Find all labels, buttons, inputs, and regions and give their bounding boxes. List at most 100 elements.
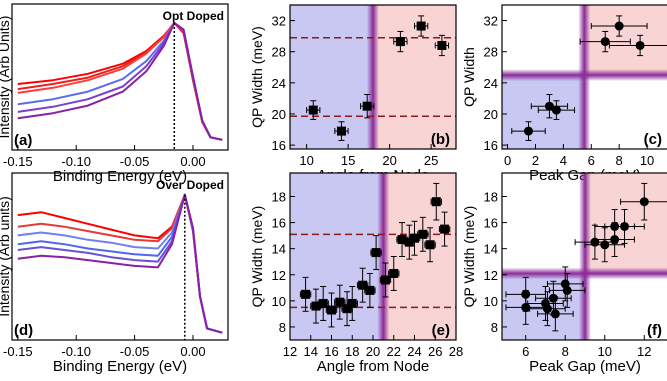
x-tick-label: 10 — [299, 153, 313, 168]
data-point — [562, 285, 572, 295]
data-point — [600, 240, 610, 250]
spectra — [17, 193, 223, 334]
y-tick-label: 12 — [272, 268, 286, 283]
x-tick-label: -0.10 — [61, 344, 91, 359]
y-tick-label: 16 — [272, 216, 286, 231]
y-tick-label: 32 — [484, 14, 498, 29]
x-tick-label: -0.05 — [120, 154, 150, 169]
region-shading — [502, 173, 667, 340]
y-tick-label: 8 — [491, 320, 498, 335]
data-point — [389, 268, 399, 278]
data-point — [544, 101, 554, 111]
panel-title: Over Doped — [156, 178, 224, 192]
plot-frame — [501, 4, 667, 150]
spectrum-line — [17, 193, 223, 334]
x-tick-label: 4 — [560, 153, 567, 168]
y-tick-label: 20 — [484, 107, 498, 122]
y-axis-label: QP Width — [461, 47, 477, 107]
x-tick-label: 20 — [366, 344, 380, 359]
panel-letter: (f) — [647, 322, 662, 339]
x-tick-label: 12 — [637, 344, 651, 359]
plot-frame — [11, 3, 229, 151]
y-axis-label: Intensity (Arb Units) — [0, 16, 12, 139]
y-tick-label: 24 — [484, 76, 498, 91]
y-tick-label: 10 — [484, 294, 498, 309]
data-point — [410, 233, 419, 243]
data-point — [620, 221, 630, 231]
spectra — [17, 22, 223, 141]
y-tick-label: 14 — [484, 242, 498, 257]
data-point — [395, 37, 405, 47]
y-tick-label: 8 — [279, 320, 286, 335]
y-tick-label: 28 — [484, 45, 498, 60]
y-tick-label: 28 — [272, 45, 286, 60]
panel-letter: (b) — [431, 131, 450, 148]
data-point — [614, 21, 624, 31]
data-point — [335, 297, 345, 307]
panel-e: 8 10 12 14 16 18 12 14 16 18 20 22 24 26 28 Angle from … — [249, 172, 463, 375]
x-tick-label: 26 — [428, 344, 442, 359]
x-tick-label: 22 — [387, 344, 401, 359]
blue-region — [290, 5, 373, 149]
data-point — [437, 40, 447, 50]
data-point — [397, 235, 407, 245]
plot-frame — [11, 172, 229, 341]
panel-letter: (c) — [644, 131, 662, 148]
data-point — [542, 304, 552, 314]
spectrum-line — [17, 22, 223, 141]
x-axis-label: Binding Energy (eV) — [53, 358, 187, 375]
data-point — [318, 298, 328, 308]
y-axis-label: QP Width (meV) — [461, 206, 477, 308]
data-point — [600, 37, 610, 47]
y-tick-label: 10 — [272, 294, 286, 309]
y-axis-label: QP Width (meV) — [249, 26, 265, 128]
panel-letter: (e) — [432, 322, 450, 339]
data-point — [308, 105, 318, 115]
y-tick-label: 32 — [272, 14, 286, 29]
red-region — [584, 5, 667, 76]
x-tick-label: -0.10 — [61, 154, 91, 169]
y-tick-label: 14 — [272, 242, 286, 257]
x-tick-label: 28 — [449, 344, 463, 359]
data-point — [635, 40, 645, 50]
spectrum-line — [17, 22, 223, 141]
y-tick-label: 18 — [484, 189, 498, 204]
x-tick-label: 0.00 — [180, 154, 205, 169]
plot-frame — [289, 4, 457, 150]
x-tick-label: -0.15 — [3, 344, 33, 359]
x-tick-label: 10 — [598, 344, 612, 359]
x-tick-label: 0 — [504, 153, 511, 168]
data-point — [431, 197, 441, 207]
data-point — [524, 126, 534, 136]
data-points — [299, 182, 451, 328]
data-points — [505, 182, 667, 332]
data-point — [311, 301, 321, 311]
y-tick-label: 16 — [272, 138, 286, 153]
vertical-divider-band — [377, 173, 390, 340]
data-point — [342, 304, 352, 314]
y-tick-label: 20 — [272, 107, 286, 122]
region-shading — [290, 173, 456, 340]
blue-region — [502, 75, 585, 149]
data-point — [418, 229, 428, 239]
data-point — [301, 289, 311, 299]
vertical-divider-band — [578, 5, 591, 149]
data-point — [548, 293, 558, 303]
y-tick-label: 16 — [484, 138, 498, 153]
x-tick-label: 10 — [640, 153, 654, 168]
data-point — [371, 248, 381, 258]
x-tick-label: 8 — [562, 344, 569, 359]
data-point — [327, 305, 336, 315]
panel-title: Opt Doped — [163, 9, 224, 23]
x-tick-label: 6 — [588, 153, 595, 168]
data-point — [610, 235, 620, 245]
data-point — [404, 237, 414, 247]
region-shading — [290, 5, 456, 149]
x-tick-label: 25 — [424, 153, 438, 168]
plot-frame — [501, 172, 667, 341]
